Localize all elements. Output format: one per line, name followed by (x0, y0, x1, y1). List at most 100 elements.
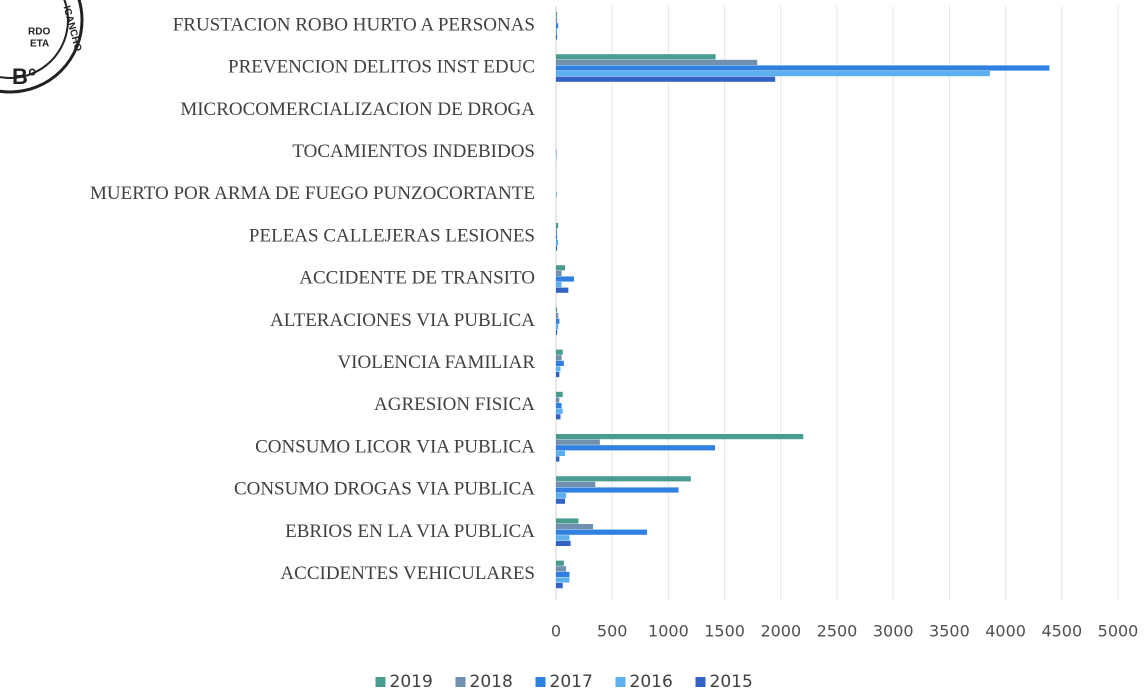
y-tick-label: PREVENCION DELITOS INST EDUC (228, 57, 535, 78)
bar (556, 23, 559, 29)
bar (556, 324, 559, 330)
legend-label: 2018 (470, 672, 513, 690)
legend-swatch (535, 677, 546, 687)
bar (556, 583, 563, 589)
bar (556, 28, 558, 34)
bar (556, 59, 758, 65)
bar (556, 529, 648, 535)
stamp-ring (0, 0, 69, 79)
bar (556, 65, 1050, 71)
bar (556, 535, 570, 541)
stamp-ring (0, 0, 84, 94)
bar (556, 493, 567, 499)
bar (556, 54, 716, 60)
y-tick-label: EBRIOS EN LA VIA PUBLICA (285, 521, 535, 542)
bar (556, 439, 600, 445)
bar (556, 223, 559, 229)
bar (556, 540, 571, 546)
legend-swatch (375, 677, 386, 687)
stamp-text: ICANCHO (61, 5, 84, 53)
y-tick-label: PELEAS CALLEJERAS LESIONES (249, 225, 535, 246)
y-tick-label: VIOLENCIA FAMILIAR (337, 352, 535, 373)
bar (556, 408, 563, 414)
bar (556, 155, 557, 161)
bar (556, 566, 567, 572)
bar (556, 17, 558, 23)
x-tick-label: 4500 (1041, 622, 1082, 641)
bar (556, 518, 579, 524)
bar (556, 577, 570, 583)
bar (556, 414, 561, 420)
bar (556, 34, 558, 40)
stamp-text: B° (12, 64, 37, 89)
y-tick-label: MUERTO POR ARMA DE FUEGO PUNZOCORTANTE (90, 183, 535, 204)
bar (556, 149, 557, 155)
y-tick-label: ACCIDENTE DE TRANSITO (299, 268, 535, 289)
bar (556, 403, 562, 409)
bar (556, 329, 558, 335)
legend-label: 2019 (390, 672, 433, 690)
y-tick-label: AGRESION FISICA (374, 394, 535, 415)
bar (556, 524, 594, 530)
legend-swatch (615, 677, 626, 687)
bar (556, 349, 563, 355)
bar (556, 265, 565, 271)
bar (556, 276, 574, 282)
x-tick-label: 1000 (648, 622, 689, 641)
bar (556, 71, 990, 77)
x-tick-label: 1500 (704, 622, 745, 641)
bar (556, 287, 569, 293)
bar (556, 476, 691, 482)
x-tick-label: 2500 (817, 622, 858, 641)
bar (556, 366, 561, 372)
x-tick-label: 0 (551, 622, 561, 641)
bar (556, 481, 596, 487)
bar (556, 560, 564, 566)
y-tick-label: CONSUMO DROGAS VIA PUBLICA (234, 479, 535, 500)
x-tick-label: 500 (597, 622, 628, 641)
bar (556, 397, 560, 403)
bar (556, 282, 562, 288)
legend-label: 2016 (630, 672, 673, 690)
stamp: RDO ETA B° ICANCHO (0, 0, 84, 94)
bar (556, 498, 565, 504)
stamp-text: ETA (30, 39, 49, 50)
bar (556, 391, 563, 397)
legend-label: 2017 (550, 672, 593, 690)
legend-swatch (455, 677, 466, 687)
x-tick-label: 4000 (985, 622, 1026, 641)
bar (556, 234, 558, 240)
legend-swatch (695, 677, 706, 687)
bar (556, 12, 558, 18)
x-tick-label: 3000 (873, 622, 914, 641)
bar (556, 228, 558, 234)
bar (556, 76, 776, 82)
bar (556, 245, 558, 251)
y-tick-label: MICROCOMERCIALIZACION DE DROGA (180, 99, 535, 120)
bar (556, 239, 559, 245)
bar (556, 450, 565, 456)
bar (556, 487, 679, 493)
bar (556, 571, 570, 577)
y-tick-label: ALTERACIONES VIA PUBLICA (270, 310, 535, 331)
bar (556, 318, 560, 324)
y-tick-label: CONSUMO LICOR VIA PUBLICA (255, 436, 535, 457)
y-tick-label: TOCAMIENTOS INDEBIDOS (292, 141, 535, 162)
bar (556, 307, 558, 313)
bar (556, 355, 562, 361)
bar (556, 434, 804, 440)
y-tick-label: ACCIDENTES VEHICULARES (280, 563, 535, 584)
bar (556, 192, 557, 198)
x-tick-label: 3500 (929, 622, 970, 641)
x-tick-label: 2000 (760, 622, 801, 641)
bar (556, 456, 560, 462)
stamp-text: RDO (28, 27, 50, 38)
bar (556, 360, 564, 366)
bar (556, 270, 562, 276)
legend-label: 2015 (710, 672, 753, 690)
bar (556, 445, 716, 451)
x-tick-label: 5000 (1098, 622, 1139, 641)
bar (556, 313, 559, 319)
